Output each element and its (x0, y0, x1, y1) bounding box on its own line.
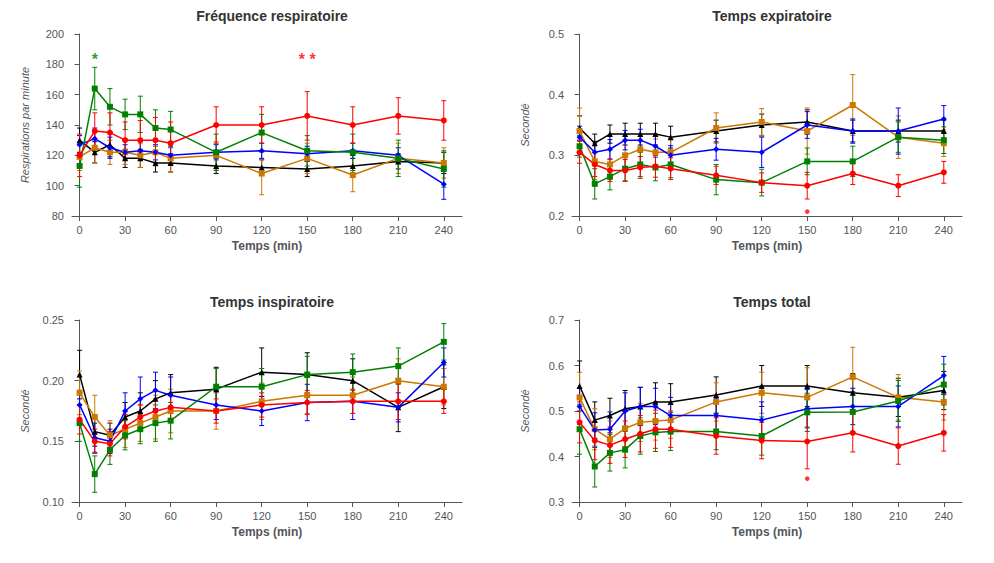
svg-text:Temps (min): Temps (min) (232, 525, 302, 539)
svg-text:180: 180 (844, 510, 862, 522)
svg-text:60: 60 (165, 224, 177, 236)
svg-text:210: 210 (889, 224, 907, 236)
svg-text:60: 60 (665, 510, 677, 522)
svg-text:Temps total: Temps total (733, 294, 811, 310)
svg-text:0.4: 0.4 (549, 451, 564, 463)
svg-text:0: 0 (577, 224, 583, 236)
svg-text:90: 90 (710, 224, 722, 236)
svg-text:Temps expiratoire: Temps expiratoire (712, 8, 832, 24)
svg-text:0.10: 0.10 (43, 496, 64, 508)
svg-text:80: 80 (52, 210, 64, 222)
svg-text:30: 30 (119, 224, 131, 236)
svg-text:180: 180 (344, 510, 362, 522)
svg-text:0: 0 (77, 224, 83, 236)
svg-text:160: 160 (46, 89, 64, 101)
svg-text:Respirations par minute: Respirations par minute (19, 67, 31, 183)
svg-text:Secondé: Secondé (519, 389, 531, 432)
svg-text:240: 240 (935, 224, 953, 236)
svg-text:120: 120 (253, 224, 271, 236)
svg-text:100: 100 (46, 180, 64, 192)
svg-text:120: 120 (253, 510, 271, 522)
svg-text:240: 240 (935, 510, 953, 522)
svg-text:Temps (min): Temps (min) (732, 239, 802, 253)
svg-text:210: 210 (889, 510, 907, 522)
svg-text:0.25: 0.25 (43, 314, 64, 326)
svg-text:0.6: 0.6 (549, 360, 564, 372)
svg-text:0.3: 0.3 (549, 496, 564, 508)
svg-text:150: 150 (798, 224, 816, 236)
svg-text:150: 150 (798, 510, 816, 522)
svg-text:0.5: 0.5 (549, 28, 564, 40)
svg-text:30: 30 (119, 510, 131, 522)
svg-text:0.4: 0.4 (549, 89, 564, 101)
svg-text:0.7: 0.7 (549, 314, 564, 326)
svg-text:0: 0 (577, 510, 583, 522)
svg-text:240: 240 (435, 224, 453, 236)
svg-text:120: 120 (753, 510, 771, 522)
svg-text:240: 240 (435, 510, 453, 522)
svg-text:150: 150 (298, 510, 316, 522)
svg-text:90: 90 (210, 224, 222, 236)
svg-text:120: 120 (46, 149, 64, 161)
svg-text:180: 180 (844, 224, 862, 236)
svg-text:0.15: 0.15 (43, 435, 64, 447)
svg-text:Fréquence respiratoire: Fréquence respiratoire (196, 8, 348, 24)
svg-text:210: 210 (389, 224, 407, 236)
svg-text:180: 180 (46, 58, 64, 70)
svg-text:0.5: 0.5 (549, 405, 564, 417)
svg-text:60: 60 (165, 510, 177, 522)
svg-text:30: 30 (619, 224, 631, 236)
svg-text:90: 90 (710, 510, 722, 522)
svg-text:0: 0 (77, 510, 83, 522)
svg-text:Temps (min): Temps (min) (732, 525, 802, 539)
svg-text:0.20: 0.20 (43, 375, 64, 387)
svg-text:Secondé: Secondé (19, 389, 31, 432)
svg-text:90: 90 (210, 510, 222, 522)
svg-text:200: 200 (46, 28, 64, 40)
svg-text:140: 140 (46, 119, 64, 131)
svg-text:•: • (804, 470, 810, 487)
svg-text:Temps (min): Temps (min) (232, 239, 302, 253)
svg-text:* *: * * (299, 51, 317, 68)
svg-text:210: 210 (389, 510, 407, 522)
svg-text:*: * (92, 51, 99, 68)
svg-text:Secondé: Secondé (519, 103, 531, 146)
svg-text:60: 60 (665, 224, 677, 236)
svg-text:Temps inspiratoire: Temps inspiratoire (210, 294, 334, 310)
svg-text:150: 150 (298, 224, 316, 236)
svg-text:0.3: 0.3 (549, 149, 564, 161)
svg-text:180: 180 (344, 224, 362, 236)
svg-text:120: 120 (753, 224, 771, 236)
svg-text:30: 30 (619, 510, 631, 522)
svg-text:0.2: 0.2 (549, 210, 564, 222)
svg-text:•: • (804, 203, 810, 220)
